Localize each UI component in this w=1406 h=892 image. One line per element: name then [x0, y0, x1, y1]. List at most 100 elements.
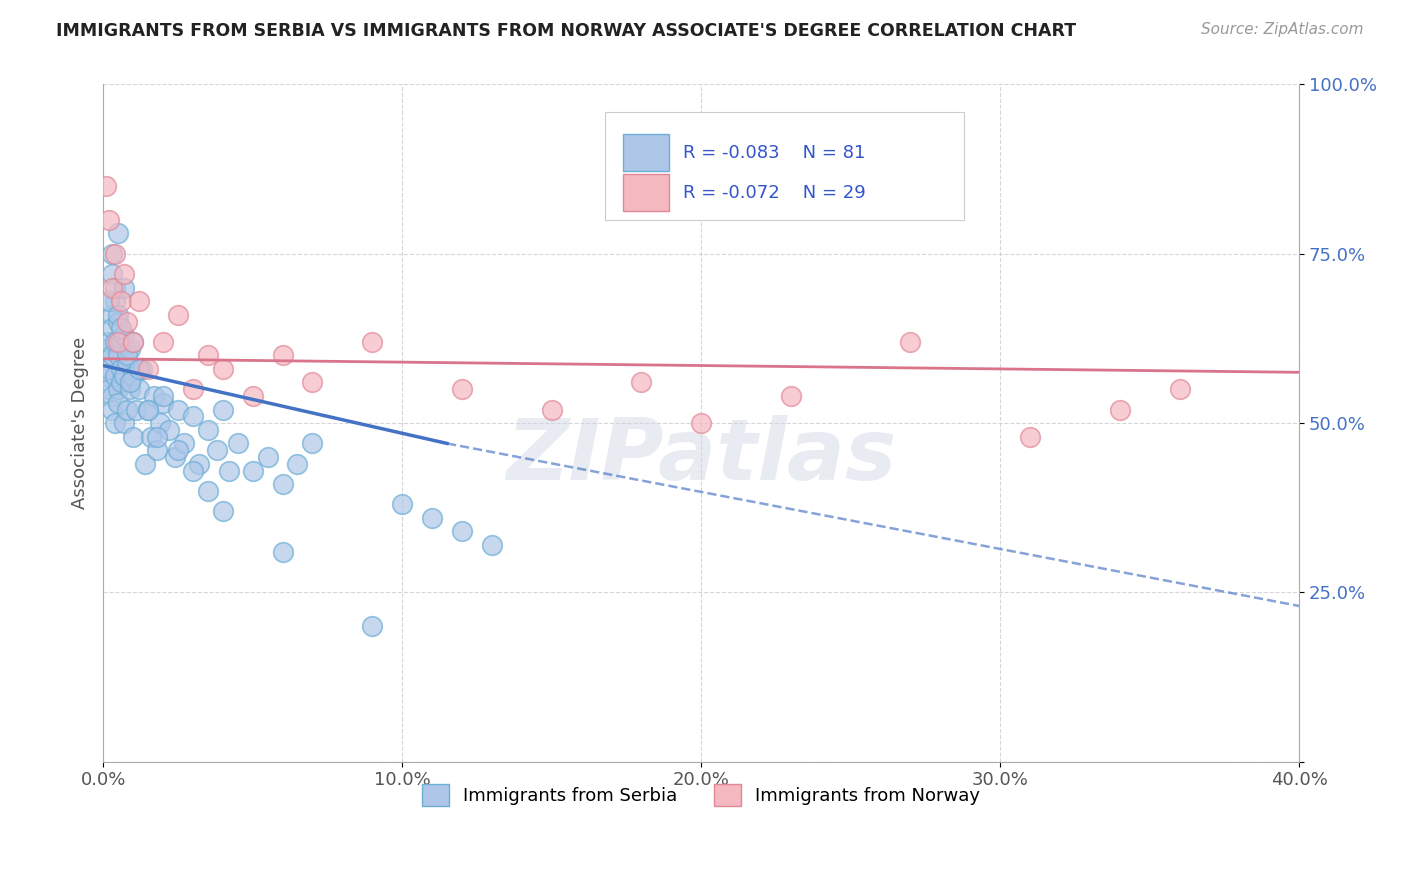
Point [205, 443, 228, 458]
Text: ZIPatlas: ZIPatlas [506, 416, 896, 499]
Point [152, 396, 174, 410]
Point [94, 368, 117, 383]
Point [271, 477, 294, 491]
Point [115, 348, 138, 362]
Point [139, 430, 162, 444]
Point [118, 376, 141, 390]
Point [163, 450, 186, 464]
Point [167, 308, 190, 322]
Point [197, 348, 219, 362]
Point [301, 436, 323, 450]
Point [110, 321, 132, 335]
Point [420, 511, 443, 525]
FancyBboxPatch shape [623, 134, 669, 171]
Y-axis label: Associate's Degree: Associate's Degree [72, 337, 89, 509]
Point [167, 443, 190, 458]
Point [107, 314, 129, 328]
Point [104, 368, 127, 383]
Text: IMMIGRANTS FROM SERBIA VS IMMIGRANTS FROM NORWAY ASSOCIATE'S DEGREE CORRELATION : IMMIGRANTS FROM SERBIA VS IMMIGRANTS FRO… [56, 22, 1077, 40]
Text: Source: ZipAtlas.com: Source: ZipAtlas.com [1201, 22, 1364, 37]
Point [107, 334, 129, 349]
Point [104, 280, 127, 294]
Point [301, 376, 323, 390]
Point [181, 463, 204, 477]
Point [101, 321, 124, 335]
Point [271, 348, 294, 362]
Point [149, 416, 172, 430]
Point [110, 294, 132, 309]
Point [112, 416, 135, 430]
Point [101, 402, 124, 417]
Point [101, 389, 124, 403]
Point [107, 382, 129, 396]
Text: R = -0.083    N = 81: R = -0.083 N = 81 [683, 144, 866, 161]
Point [122, 334, 145, 349]
Point [136, 402, 159, 417]
Point [197, 483, 219, 498]
Point [451, 382, 474, 396]
Point [780, 389, 803, 403]
Point [128, 382, 150, 396]
Point [101, 348, 124, 362]
Point [146, 443, 169, 458]
Point [122, 430, 145, 444]
Point [211, 402, 233, 417]
Legend: Immigrants from Serbia, Immigrants from Norway: Immigrants from Serbia, Immigrants from … [415, 777, 987, 814]
Point [98, 362, 121, 376]
Point [136, 362, 159, 376]
Point [242, 463, 264, 477]
Point [173, 436, 195, 450]
Point [256, 450, 278, 464]
Point [1108, 402, 1130, 417]
Point [131, 362, 153, 376]
Point [107, 396, 129, 410]
Point [481, 538, 503, 552]
Point [98, 334, 121, 349]
Point [110, 334, 132, 349]
Point [128, 362, 150, 376]
Point [107, 348, 129, 362]
Point [115, 402, 138, 417]
Point [125, 402, 148, 417]
Point [630, 376, 652, 390]
Point [104, 416, 127, 430]
Point [540, 402, 562, 417]
Point [104, 246, 127, 260]
Point [94, 179, 117, 194]
Point [112, 267, 135, 281]
Point [118, 382, 141, 396]
Point [107, 308, 129, 322]
FancyBboxPatch shape [623, 174, 669, 211]
Point [101, 246, 124, 260]
Point [152, 334, 174, 349]
Point [107, 227, 129, 241]
Point [110, 362, 132, 376]
Point [146, 430, 169, 444]
Point [101, 267, 124, 281]
Point [94, 342, 117, 356]
Point [1019, 430, 1042, 444]
Point [391, 497, 413, 511]
Point [122, 334, 145, 349]
Point [197, 423, 219, 437]
Point [118, 342, 141, 356]
Point [98, 294, 121, 309]
Point [226, 436, 249, 450]
Point [98, 213, 121, 227]
Point [181, 382, 204, 396]
Text: R = -0.072    N = 29: R = -0.072 N = 29 [683, 184, 866, 202]
Point [128, 294, 150, 309]
Point [211, 504, 233, 518]
Point [112, 280, 135, 294]
Point [287, 457, 309, 471]
Point [104, 294, 127, 309]
Point [1168, 382, 1191, 396]
Point [271, 545, 294, 559]
Point [134, 457, 156, 471]
Point [218, 463, 240, 477]
Point [110, 376, 132, 390]
Point [112, 368, 135, 383]
Point [157, 423, 180, 437]
Point [152, 389, 174, 403]
Point [112, 328, 135, 343]
